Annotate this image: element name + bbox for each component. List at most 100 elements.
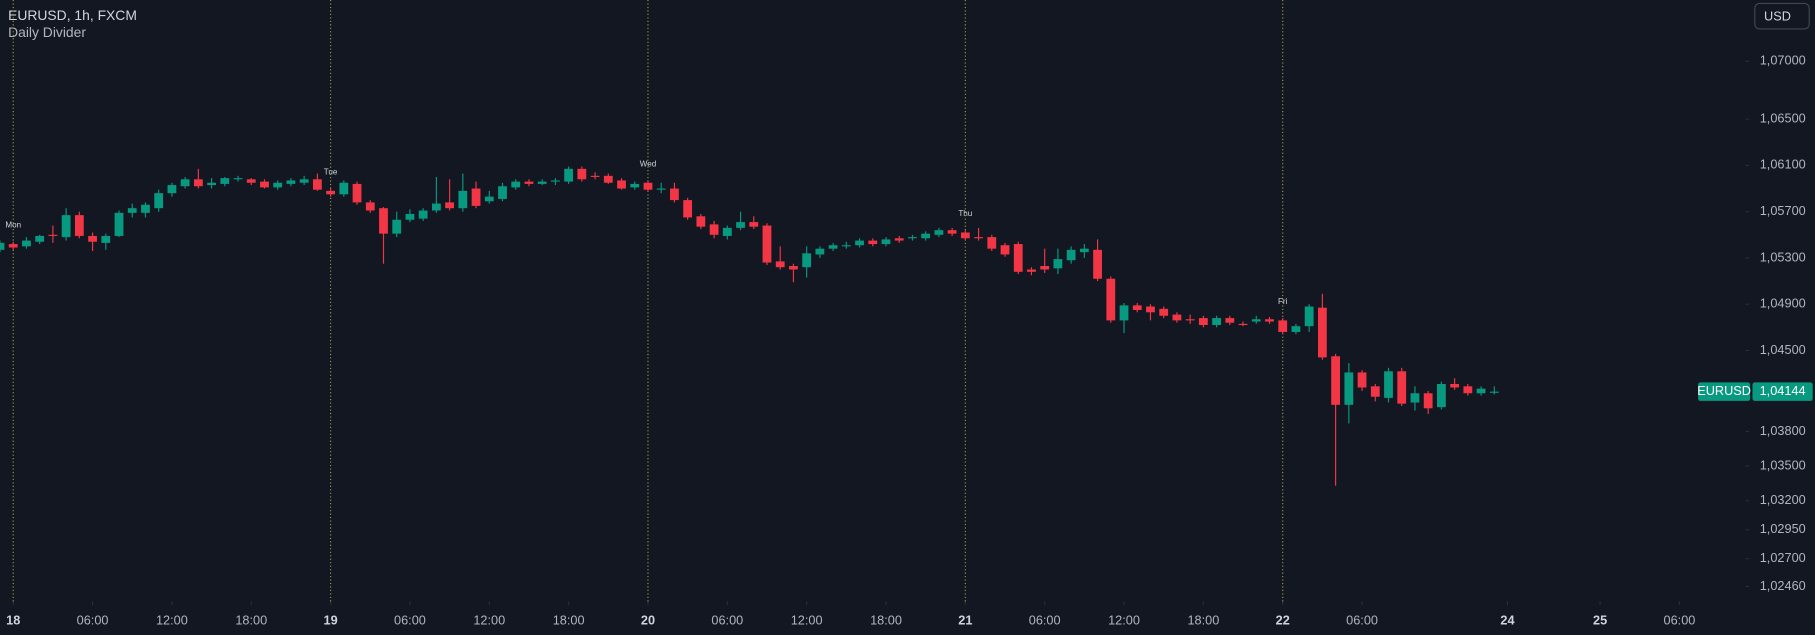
candle-body: [405, 213, 415, 220]
candle-body: [1251, 319, 1261, 322]
symbol-tag-label: EURUSD: [1697, 383, 1751, 398]
candle-body: [273, 182, 283, 188]
candle-body: [1212, 318, 1221, 326]
candle-body: [445, 202, 455, 209]
candle-body: [431, 203, 441, 211]
y-tick-label: 1,06500: [1760, 110, 1806, 125]
day-label: Mon: [5, 221, 21, 230]
candle-body: [61, 215, 71, 238]
candle-body: [74, 215, 84, 236]
candle-body: [736, 222, 745, 228]
candle-body: [617, 180, 626, 189]
price-tag-label: 1,04144: [1760, 383, 1806, 398]
candle-body: [127, 208, 137, 213]
currency-button-frame[interactable]: [1754, 2, 1810, 30]
x-tick-label: 12:00: [791, 612, 823, 627]
candle-body: [643, 182, 653, 190]
candle-body: [379, 208, 388, 234]
x-tick-label: 24: [1500, 612, 1514, 627]
candle-body: [1079, 248, 1089, 253]
candle-body: [934, 230, 944, 235]
candle-body: [0, 242, 5, 250]
candle-body: [974, 237, 983, 239]
candle-body: [498, 186, 507, 199]
candle-body: [1410, 393, 1420, 403]
candle-body: [551, 180, 560, 182]
candle-body: [881, 239, 891, 245]
candle-body: [1185, 319, 1195, 321]
candle-body: [1000, 245, 1010, 255]
y-tick-label: 1,02950: [1760, 521, 1806, 536]
candle-body: [1423, 393, 1433, 409]
x-tick-label: 25: [1593, 612, 1607, 627]
candle-body: [1013, 244, 1023, 272]
x-tick-label: 12:00: [156, 612, 188, 627]
candle-body: [762, 225, 772, 263]
candle-body: [1093, 249, 1102, 279]
candle-body: [48, 234, 58, 236]
candle-body: [154, 193, 164, 209]
candle-body: [260, 181, 269, 188]
candle-body: [1476, 388, 1486, 394]
x-tick-label: 06:00: [711, 612, 743, 627]
x-tick-label: 06:00: [1346, 612, 1378, 627]
candle-body: [1370, 386, 1380, 397]
candle-body: [670, 188, 679, 201]
candle-body: [220, 178, 230, 184]
candle-body: [471, 188, 481, 206]
candle-body: [484, 196, 494, 202]
candle-body: [511, 181, 521, 188]
day-label: Tue: [324, 167, 338, 176]
currency-button-label[interactable]: USD: [1764, 9, 1791, 24]
candle-body: [709, 224, 719, 235]
currency-button[interactable]: USD: [1754, 2, 1810, 30]
x-tick-label: 18:00: [235, 612, 267, 627]
candle-body: [683, 200, 693, 218]
chart-title: EURUSD, 1h, FXCM: [8, 7, 137, 23]
candle-body: [894, 238, 904, 241]
y-tick-label: 1,04500: [1760, 342, 1806, 357]
candle-body: [921, 233, 931, 239]
candle-body: [1159, 308, 1169, 316]
x-tick-label: 06:00: [394, 612, 426, 627]
y-tick-label: 1,02700: [1760, 550, 1806, 565]
candle-body: [418, 210, 428, 219]
candle-body: [577, 168, 587, 180]
day-label: Wed: [640, 159, 656, 168]
candle-body: [1119, 305, 1129, 321]
candle-body: [180, 179, 190, 187]
candle-body: [1265, 319, 1274, 322]
x-tick-label: 20: [641, 612, 655, 627]
candle-body: [1172, 314, 1182, 321]
candle-body: [1106, 278, 1116, 321]
y-tick-label: 1,04900: [1760, 296, 1806, 311]
candle-body: [1198, 318, 1208, 326]
candle-body: [1040, 266, 1050, 270]
candle-body: [789, 266, 798, 270]
x-tick-label: 12:00: [473, 612, 505, 627]
candle-body: [987, 237, 997, 249]
x-tick-label: 18:00: [870, 612, 902, 627]
x-tick-label: 18: [6, 612, 20, 627]
candle-body: [1344, 372, 1354, 405]
candle-body: [458, 190, 468, 209]
candle-body: [696, 216, 706, 227]
x-tick-label: 19: [324, 612, 338, 627]
candle-body: [603, 175, 613, 183]
candle-body: [802, 253, 812, 268]
candle-body: [947, 230, 957, 234]
candle-body: [1489, 391, 1499, 393]
candle-body: [1053, 259, 1063, 269]
candle-body: [141, 204, 150, 213]
symbol-tag: [1698, 382, 1751, 401]
y-tick-label: 1,06100: [1760, 157, 1806, 172]
candle-body: [1384, 371, 1393, 398]
candle-body: [1304, 306, 1314, 327]
candle-body: [537, 181, 547, 184]
x-tick-label: 06:00: [1029, 612, 1061, 627]
candle-body: [1238, 323, 1248, 326]
candle-body: [312, 179, 322, 190]
candle-body: [1132, 305, 1142, 310]
